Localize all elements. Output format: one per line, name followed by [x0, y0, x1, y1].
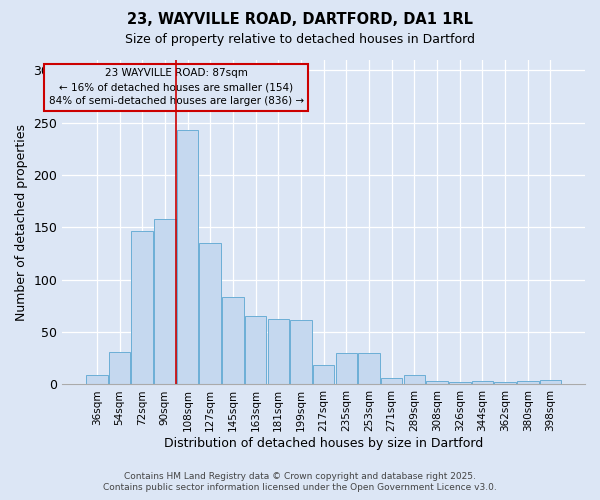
- Bar: [268, 318, 289, 384]
- Text: Size of property relative to detached houses in Dartford: Size of property relative to detached ho…: [125, 32, 475, 46]
- Bar: [472, 382, 493, 384]
- Bar: [131, 230, 153, 384]
- Bar: [290, 320, 312, 384]
- Bar: [335, 353, 357, 384]
- Bar: [494, 382, 516, 384]
- Bar: [358, 353, 380, 384]
- X-axis label: Distribution of detached houses by size in Dartford: Distribution of detached houses by size …: [164, 437, 483, 450]
- Text: Contains HM Land Registry data © Crown copyright and database right 2025.
Contai: Contains HM Land Registry data © Crown c…: [103, 472, 497, 492]
- Bar: [245, 316, 266, 384]
- Bar: [199, 243, 221, 384]
- Bar: [86, 375, 107, 384]
- Bar: [313, 364, 334, 384]
- Bar: [517, 382, 539, 384]
- Bar: [404, 375, 425, 384]
- Bar: [222, 296, 244, 384]
- Bar: [539, 380, 561, 384]
- Bar: [177, 130, 199, 384]
- Text: 23, WAYVILLE ROAD, DARTFORD, DA1 1RL: 23, WAYVILLE ROAD, DARTFORD, DA1 1RL: [127, 12, 473, 28]
- Text: 23 WAYVILLE ROAD: 87sqm
← 16% of detached houses are smaller (154)
84% of semi-d: 23 WAYVILLE ROAD: 87sqm ← 16% of detache…: [49, 68, 304, 106]
- Bar: [381, 378, 403, 384]
- Bar: [154, 219, 176, 384]
- Y-axis label: Number of detached properties: Number of detached properties: [15, 124, 28, 320]
- Bar: [426, 382, 448, 384]
- Bar: [449, 382, 470, 384]
- Bar: [109, 352, 130, 384]
